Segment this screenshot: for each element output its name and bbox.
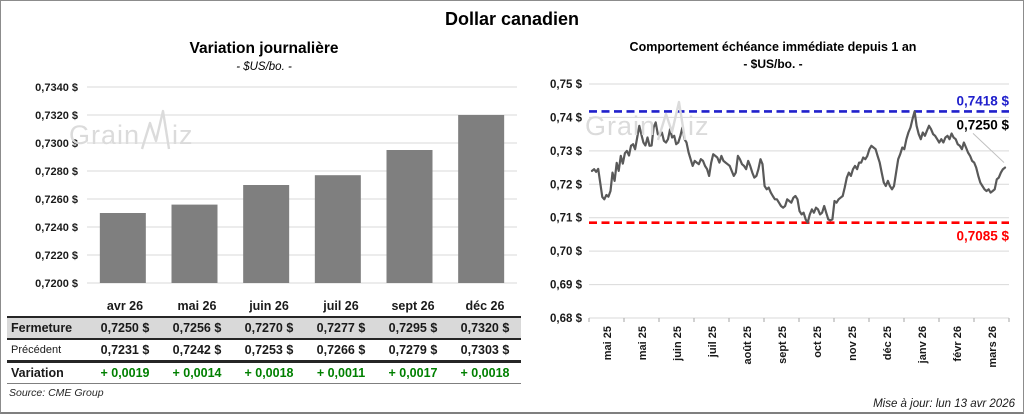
x-axis-labels: mai 25 mai 25 juin 25 juil 25 août 25 sept 25… (588, 318, 1010, 368)
bar-chart-subtitle: - $US/bo. - (236, 61, 292, 73)
line-chart-area: 0,75 $ 0,74 $ 0,73 $ 0,72 $ 0,71 $ 0,70 $ 0,69… (527, 72, 1019, 377)
y-axis-tick-label: 0,7200 $ (35, 278, 78, 289)
bar (386, 150, 433, 283)
table-cell: 0,7253 $ (244, 343, 294, 357)
table-cell: 0,7295 $ (388, 321, 438, 335)
x-axis-tick-label: mai 25 (602, 326, 614, 360)
x-axis-tick-label: juin 25 (672, 326, 684, 362)
table-cell: 0,7266 $ (316, 343, 366, 357)
page-title: Dollar canadien (444, 9, 580, 29)
bar-series (99, 115, 505, 283)
month-header: mai 26 (177, 299, 217, 313)
table-cell: 0,7320 $ (460, 321, 510, 335)
table-cell: + 0,0017 (388, 366, 438, 380)
x-axis-tick-label: oct 25 (812, 326, 824, 358)
x-axis-tick-label: mai 25 (637, 326, 649, 360)
table-cell: + 0,0018 (460, 366, 510, 380)
x-axis-tick-label: févr 26 (952, 326, 964, 361)
x-axis-tick-label: nov 25 (847, 326, 859, 361)
table-row: Fermeture 0,7250 $ 0,7256 $ 0,7270 $ 0,7277 … (7, 317, 521, 339)
y-axis-tick-label: 0,7340 $ (35, 82, 78, 94)
y-axis-tick-label: 0,75 $ (550, 79, 583, 91)
bar-chart: 0,7340 $ 0,7320 $ 0,7300 $ 0,7280 $ 0,7260 $… (35, 82, 517, 290)
table-row: Variation + 0,0019 + 0,0014 + 0,0018 + 0,001… (7, 362, 521, 384)
month-header: déc 26 (465, 299, 505, 313)
price-series-line (590, 110, 1007, 224)
line-chart: 0,75 $ 0,74 $ 0,73 $ 0,72 $ 0,71 $ 0,70 $ 0,69… (550, 79, 1010, 368)
y-axis-tick-label: 0,71 $ (550, 213, 583, 225)
row-label: Précédent (11, 344, 62, 356)
table-cell: 0,7250 $ (100, 321, 150, 335)
x-axis-tick-label: mars 26 (987, 326, 999, 368)
resistance-label: 0,7418 $ (956, 93, 1009, 108)
y-axis-tick-label: 0,7260 $ (35, 194, 78, 206)
line-chart-subtitle: - $US/bo. - (743, 57, 803, 71)
y-axis-tick-label: 0,7280 $ (35, 166, 78, 178)
table-cell: + 0,0014 (172, 366, 222, 380)
x-axis-tick-label: juil 25 (707, 326, 719, 358)
bar (314, 175, 361, 283)
y-axis-tick-label: 0,7320 $ (35, 110, 78, 122)
y-axis-tick-label: 0,7220 $ (35, 250, 78, 262)
table-cell: 0,7242 $ (172, 343, 222, 357)
table-cell: 0,7256 $ (172, 321, 222, 335)
table-cell: 0,7231 $ (100, 343, 150, 357)
futures-table: avr 26 mai 26 juin 26 juil 26 sept 26 déc 26 F… (7, 296, 521, 384)
y-axis-tick-label: 0,69 $ (550, 280, 583, 292)
support-label: 0,7085 $ (956, 229, 1009, 244)
y-axis-tick-label: 0,68 $ (550, 313, 583, 325)
bar-chart-title: Variation journalière (189, 40, 339, 57)
bar-chart-area: 0,7340 $ 0,7320 $ 0,7300 $ 0,7280 $ 0,7260 $… (7, 75, 521, 294)
x-axis-tick-label: janv 26 (917, 326, 929, 364)
y-axis-tick-label: 0,74 $ (550, 112, 583, 124)
row-label: Variation (11, 366, 64, 380)
x-axis-tick-label: sept 25 (777, 326, 789, 364)
daily-variation-panel: Variation journalière - $US/bo. - 0,7340… (7, 39, 521, 399)
table-cell: + 0,0018 (244, 366, 294, 380)
month-header: juil 26 (323, 299, 359, 313)
y-axis-tick-label: 0,70 $ (550, 246, 583, 258)
month-header: avr 26 (106, 299, 144, 313)
y-axis-tick-label: 0,72 $ (550, 179, 583, 191)
y-axis-tick-label: 0,7300 $ (35, 138, 78, 150)
table-row: Précédent 0,7231 $ 0,7242 $ 0,7253 $ 0,7266 … (7, 339, 521, 362)
table-cell: 0,7277 $ (316, 321, 366, 335)
row-label: Fermeture (11, 321, 73, 335)
last-value-label: 0,7250 $ (956, 117, 1009, 132)
y-axis-tick-label: 0,73 $ (550, 146, 583, 158)
line-chart-title: Comportement échéance immédiate depuis 1… (629, 40, 917, 54)
table-corner-cell (7, 296, 89, 317)
bar (99, 213, 146, 283)
month-header: sept 26 (391, 299, 435, 313)
bar (243, 185, 290, 283)
source-note: Source: CME Group (9, 387, 104, 399)
bar (458, 115, 505, 283)
table-cell: 0,7279 $ (388, 343, 438, 357)
table-cell: + 0,0019 (100, 366, 150, 380)
bar (171, 204, 218, 283)
last-value-leader-line (972, 133, 1005, 163)
table-cell: 0,7303 $ (460, 343, 510, 357)
month-header: juin 26 (249, 299, 289, 313)
x-axis-tick-label: août 25 (742, 326, 754, 365)
table-cell: + 0,0011 (316, 366, 366, 380)
update-note: Mise à jour: lun 13 avr 2026 (873, 398, 1015, 410)
one-year-panel: Comportement échéance immédiate depuis 1… (527, 39, 1019, 377)
x-axis-tick-label: déc 25 (882, 326, 894, 360)
table-cell: 0,7270 $ (244, 321, 294, 335)
y-axis-tick-label: 0,7240 $ (35, 222, 78, 234)
